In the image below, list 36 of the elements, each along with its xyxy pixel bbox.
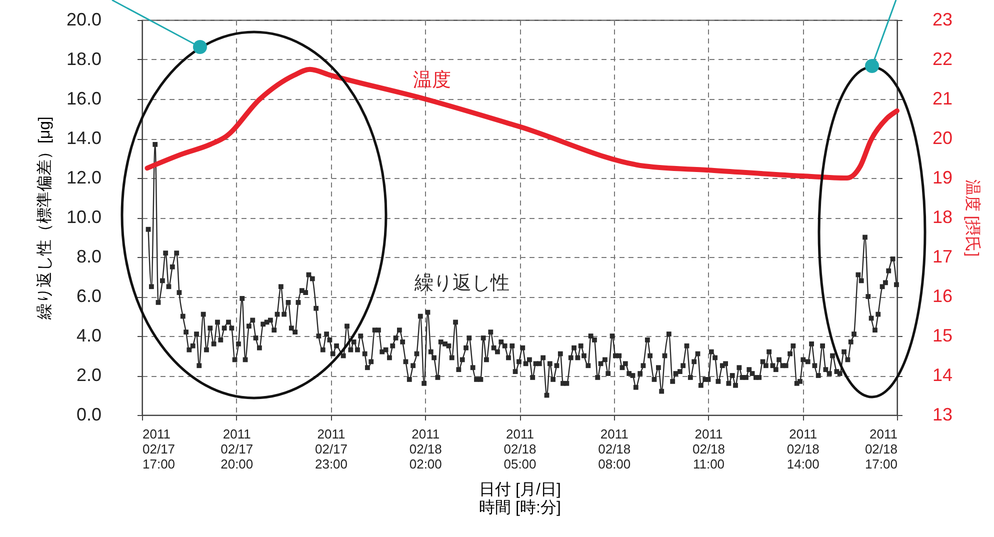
- y2-tick-label: 19: [932, 168, 953, 188]
- x-tick-label: 2011 02/17 23:00: [314, 426, 348, 472]
- x-axis-title: 日付 [月/日] 時間 [時:分]: [479, 482, 561, 516]
- y-tick-label: 10.0: [66, 207, 102, 227]
- y-tick-label: 8.0: [76, 246, 102, 266]
- series-label: 繰り返し性: [414, 273, 510, 294]
- y2-tick-label: 17: [932, 246, 953, 266]
- y-tick-label: 4.0: [76, 326, 102, 346]
- x-tick-label: 2011 02/18 11:00: [692, 426, 726, 472]
- x-tick-label: 2011 02/18 17:00: [864, 426, 898, 472]
- y-tick-label: 16.0: [66, 88, 102, 108]
- x-tick-label: 2011 02/17 20:00: [220, 426, 254, 472]
- y-tick-label: 0.0: [76, 404, 102, 424]
- y2-tick-label: 14: [932, 365, 953, 385]
- x-tick-label: 2011 02/18 14:00: [786, 426, 820, 472]
- y-axis-title: 繰り返し性（標準偏差）[μg]: [35, 116, 54, 321]
- y2-tick-label: 21: [932, 88, 953, 108]
- x-tick-label: 2011 02/18 08:00: [598, 426, 631, 472]
- x-tick-label: 2011 02/17 17:00: [142, 426, 176, 472]
- y2-tick-label: 23: [932, 10, 953, 30]
- y-tick-label: 14.0: [66, 128, 102, 148]
- y-tick-label: 20.0: [66, 10, 102, 30]
- y-tick-label: 2.0: [76, 365, 102, 385]
- y2-tick-label: 18: [932, 207, 953, 227]
- y-tick-label: 18.0: [66, 49, 102, 69]
- y2-tick-label: 16: [932, 286, 953, 306]
- y2-tick-label: 13: [932, 404, 953, 424]
- y2-tick-label: 20: [932, 128, 953, 148]
- x-tick-label: 2011 02/18 05:00: [504, 426, 536, 472]
- y2-tick-label: 15: [932, 326, 953, 346]
- y-tick-label: 12.0: [66, 168, 102, 188]
- y2-tick-label: 22: [932, 49, 953, 69]
- y-tick-label: 6.0: [76, 286, 102, 306]
- x-tick-label: 2011 02/18 02:00: [409, 426, 442, 472]
- series-label: 温度: [413, 69, 451, 91]
- y2-axis-title: 温度 [摂氏]: [964, 179, 982, 257]
